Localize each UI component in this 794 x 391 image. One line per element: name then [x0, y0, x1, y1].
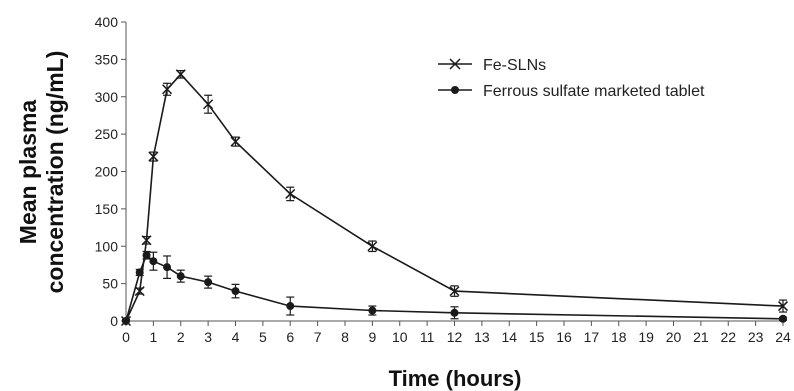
x-stroke-b: [449, 286, 460, 297]
data-point-circle: [368, 306, 377, 315]
data-point-x: [141, 235, 152, 246]
x-stroke-b: [285, 188, 296, 199]
data-point-x: [148, 151, 159, 162]
legend-circle-marker: [451, 86, 459, 94]
plot-area: [120, 69, 789, 327]
y-tick-label: 250: [95, 126, 119, 142]
data-point-circle: [135, 268, 144, 277]
data-point-x: [175, 69, 186, 80]
y-tick-label: 350: [95, 51, 119, 67]
x-tick-label: 10: [392, 329, 408, 345]
x-stroke-b: [777, 301, 789, 312]
y-axis-title: Mean plasma concentration (ng/mL): [15, 51, 68, 294]
x-tick-label: 7: [314, 329, 322, 345]
x-tick-label: 16: [556, 329, 572, 345]
y-tick-label: 300: [95, 89, 119, 105]
x-stroke-b: [175, 69, 186, 80]
legend-x-marker: [449, 58, 461, 70]
x-axis-title: Time (hours): [389, 366, 522, 391]
data-point-x: [367, 241, 378, 252]
data-point-x: [203, 99, 214, 110]
data-point-circle: [142, 251, 151, 260]
data-point-x: [285, 188, 296, 199]
x-stroke-b: [230, 136, 241, 147]
x-tick-label: 14: [501, 329, 517, 345]
x-tick-label: 3: [204, 329, 212, 345]
x-tick-label: 8: [341, 329, 349, 345]
y-tick-label: 50: [102, 276, 118, 292]
y-tick-label: 0: [110, 313, 118, 329]
legend-label-ferrous-sulfate: Ferrous sulfate marketed tablet: [483, 83, 705, 100]
legend: Fe-SLNs Ferrous sulfate marketed tablet: [438, 57, 705, 100]
x-tick-label: 11: [420, 329, 435, 345]
data-point-circle: [176, 272, 185, 281]
x-tick-label: 21: [693, 329, 709, 345]
series-1: [122, 250, 787, 325]
data-point-circle: [149, 257, 158, 266]
x-tick-label: 9: [368, 329, 376, 345]
x-tick-label: 23: [748, 329, 764, 345]
data-point-x: [777, 301, 789, 312]
y-axis-title-line-2: concentration (ng/mL): [42, 51, 68, 294]
x-tick-label: 4: [232, 329, 240, 345]
data-point-circle: [231, 287, 240, 296]
data-point-x: [134, 286, 145, 297]
x-stroke-b: [367, 241, 378, 252]
data-point-x: [449, 286, 460, 297]
data-point-x: [230, 136, 241, 147]
data-point-circle: [286, 302, 295, 311]
data-point-x: [162, 84, 173, 95]
x-tick-label: 2: [177, 329, 185, 345]
y-axis-title-line-1: Mean plasma: [15, 100, 41, 245]
x-tick-label: 6: [286, 329, 294, 345]
x-tick-label: 0: [122, 329, 130, 345]
legend-label-fe-sln: Fe-SLNs: [483, 57, 546, 74]
x-tick-label: 22: [720, 329, 736, 345]
data-point-circle: [163, 263, 172, 272]
x-tick-label: 12: [447, 329, 463, 345]
data-point-circle: [204, 278, 213, 287]
series-line: [125, 73, 784, 322]
data-point-circle: [122, 317, 130, 325]
x-tick-label: 20: [666, 329, 682, 345]
x-stroke-b: [134, 286, 145, 297]
data-point-circle: [779, 314, 787, 323]
x-tick-label: 5: [259, 329, 267, 345]
x-stroke-b: [162, 84, 173, 95]
data-point-circle: [450, 308, 459, 317]
x-tick-label: 24: [775, 329, 791, 345]
x-tick-label: 13: [474, 329, 490, 345]
x-stroke-b: [148, 151, 159, 162]
x-stroke-b: [203, 99, 214, 110]
y-tick-label: 200: [95, 164, 119, 180]
y-tick-label: 150: [95, 201, 119, 217]
y-tick-label: 400: [95, 14, 119, 30]
x-tick-label: 19: [638, 329, 654, 345]
x-tick-label: 1: [149, 329, 157, 345]
x-tick-label: 18: [611, 329, 627, 345]
x-tick-label: 17: [584, 329, 600, 345]
x-tick-label: 15: [529, 329, 545, 345]
y-tick-label: 100: [95, 238, 119, 254]
x-stroke-b: [141, 235, 152, 246]
